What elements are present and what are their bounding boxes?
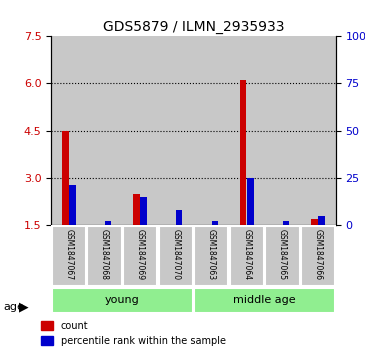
Bar	[194, 288, 335, 313]
Text: GSM1847066: GSM1847066	[314, 229, 323, 281]
Text: GSM1847068: GSM1847068	[100, 229, 109, 280]
Text: middle age: middle age	[233, 295, 296, 305]
Bar	[176, 210, 182, 225]
Bar	[265, 36, 300, 225]
Bar	[52, 288, 193, 313]
Title: GDS5879 / ILMN_2935933: GDS5879 / ILMN_2935933	[103, 20, 284, 34]
Bar	[240, 80, 246, 225]
Bar	[133, 193, 140, 225]
Bar	[247, 178, 254, 225]
Bar	[158, 36, 193, 225]
Bar	[87, 226, 122, 286]
Text: age: age	[4, 302, 24, 312]
Text: GSM1847065: GSM1847065	[278, 229, 287, 281]
Bar	[62, 131, 69, 225]
Bar	[193, 36, 229, 225]
Bar	[194, 226, 228, 286]
Bar	[301, 226, 335, 286]
Bar	[300, 36, 336, 225]
Text: GSM1847070: GSM1847070	[171, 229, 180, 281]
Bar	[230, 226, 264, 286]
Bar	[229, 36, 265, 225]
Bar	[122, 36, 158, 225]
Bar	[283, 221, 289, 225]
Text: ▶: ▶	[19, 300, 28, 313]
Bar	[141, 197, 147, 225]
Bar	[52, 226, 86, 286]
Bar	[265, 226, 300, 286]
Bar	[123, 226, 157, 286]
Bar	[87, 36, 122, 225]
Text: GSM1847069: GSM1847069	[135, 229, 145, 281]
Bar	[158, 226, 193, 286]
Bar	[105, 221, 111, 225]
Bar	[212, 221, 218, 225]
Text: GSM1847067: GSM1847067	[64, 229, 73, 281]
Bar	[318, 216, 325, 225]
Bar	[51, 36, 87, 225]
Text: GSM1847063: GSM1847063	[207, 229, 216, 281]
Text: GSM1847064: GSM1847064	[242, 229, 251, 281]
Legend: count, percentile rank within the sample: count, percentile rank within the sample	[41, 321, 226, 346]
Bar	[69, 185, 76, 225]
Text: young: young	[105, 295, 140, 305]
Bar	[311, 219, 318, 225]
